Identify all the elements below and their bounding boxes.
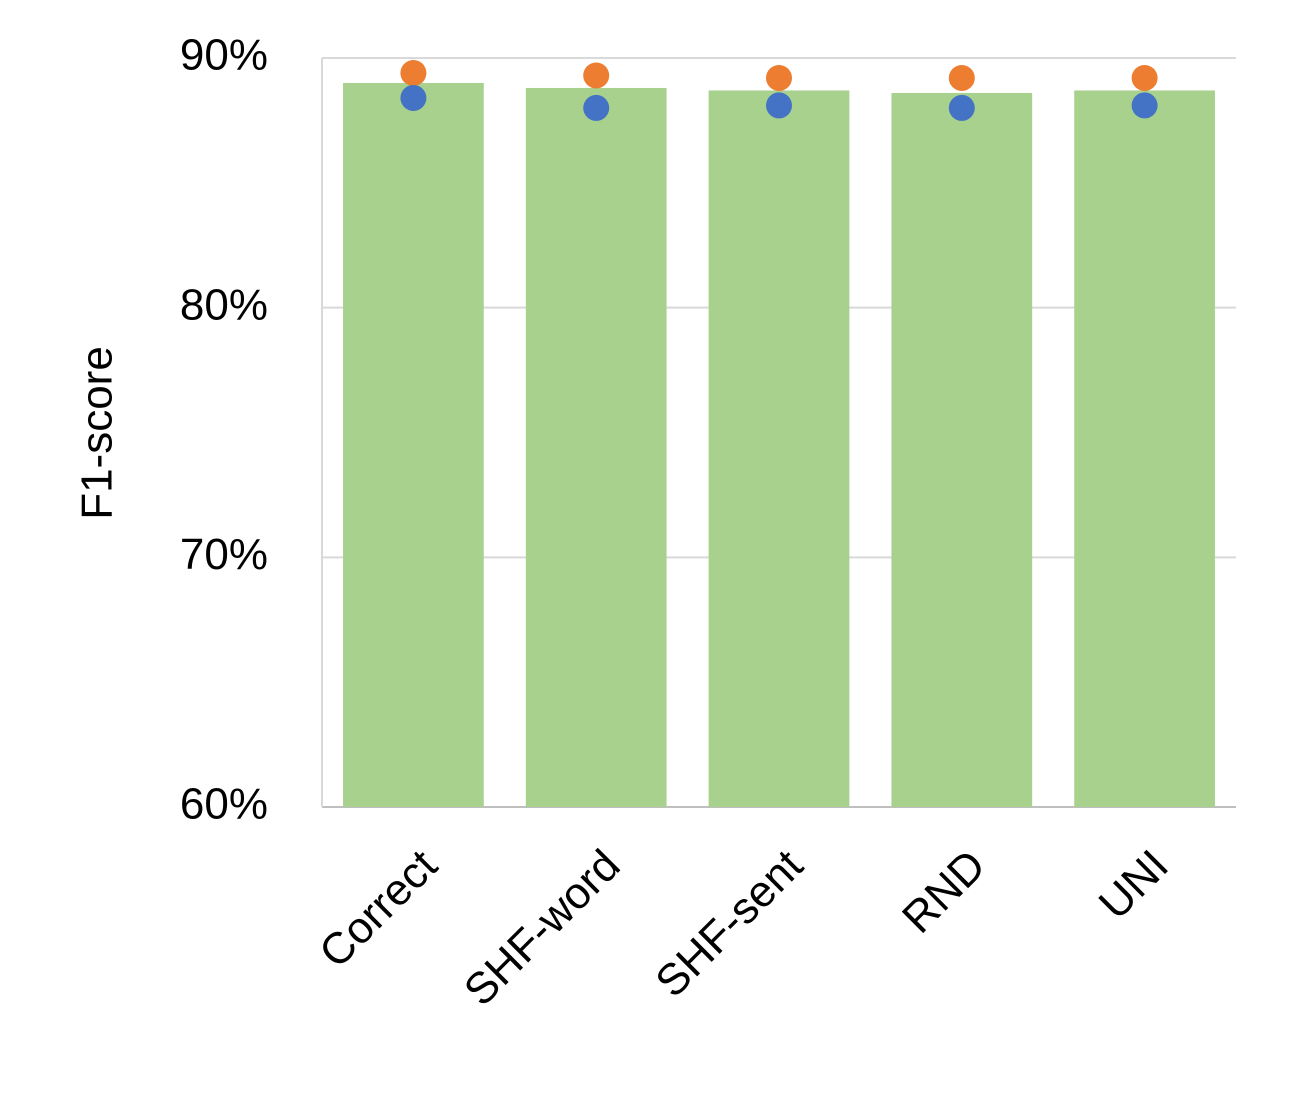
x-tick-label: UNI <box>1090 841 1178 929</box>
dot <box>1131 64 1158 91</box>
dot <box>766 64 792 91</box>
dot <box>1131 92 1158 119</box>
y-axis-title: F1-score <box>73 346 122 520</box>
x-tick-label: RND <box>893 841 995 943</box>
x-tick-label: SHF-sent <box>646 841 812 1007</box>
dot <box>400 59 427 86</box>
dot <box>766 92 792 119</box>
dot <box>948 64 975 91</box>
bar <box>343 82 484 807</box>
x-tick-label: SHF-word <box>455 841 630 1016</box>
bar <box>525 87 667 807</box>
bar <box>1074 90 1215 807</box>
y-tick-label: 70% <box>180 530 268 579</box>
dot <box>948 94 975 121</box>
y-tick-label: 80% <box>180 280 268 329</box>
bar <box>891 92 1033 808</box>
dot <box>400 84 427 111</box>
dot <box>583 62 610 89</box>
y-tick-label: 60% <box>180 780 268 829</box>
bar <box>708 90 850 807</box>
y-tick-label: 90% <box>180 31 268 80</box>
dot <box>583 94 610 121</box>
x-tick-label: Correct <box>310 841 447 978</box>
